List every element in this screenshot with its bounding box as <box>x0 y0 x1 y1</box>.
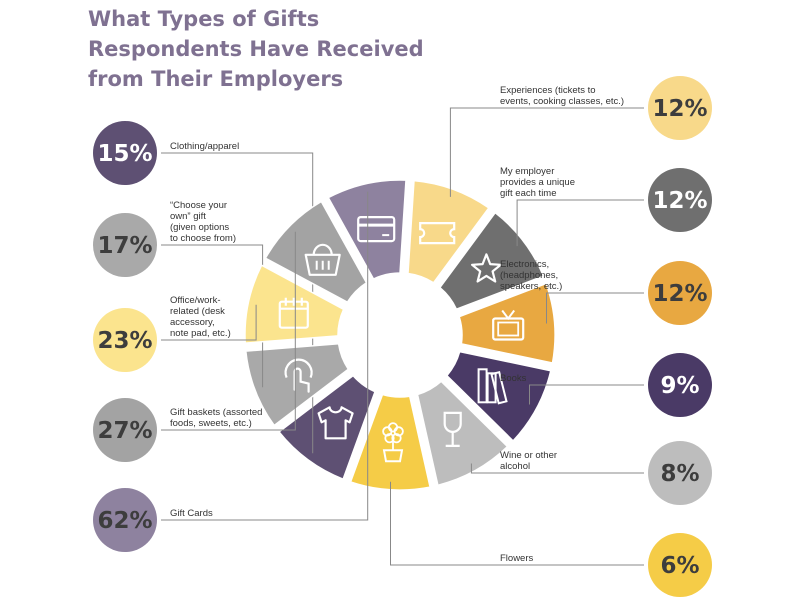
leader-line <box>390 481 644 566</box>
category-label: Electronics, <box>500 259 549 270</box>
ring-segment <box>277 374 376 481</box>
leader-line <box>470 463 644 474</box>
ring-segment <box>327 179 407 280</box>
category-label: Flowers <box>500 553 534 564</box>
percent-label: 9% <box>660 373 699 399</box>
category-label: (given options <box>170 222 229 233</box>
category-label: Books <box>500 373 527 384</box>
credit-card-icon <box>357 216 396 243</box>
percent-label: 12% <box>652 188 707 214</box>
category-label: own” gift <box>170 211 206 222</box>
category-label: alcohol <box>500 461 530 472</box>
percent-badge <box>648 261 712 325</box>
percent-badge <box>93 213 157 277</box>
ring-segment <box>264 200 368 304</box>
chart-title-line: What Types of Gifts <box>88 7 320 31</box>
percent-label: 8% <box>660 461 699 487</box>
percent-badge <box>648 533 712 597</box>
category-label: gift each time <box>500 188 557 199</box>
category-label: Clothing/apparel <box>170 141 239 152</box>
leader-line <box>161 191 369 521</box>
chart-title-line: from Their Employers <box>88 67 344 91</box>
leader-line <box>449 107 644 197</box>
ticket-icon <box>419 222 456 245</box>
percent-badge <box>648 76 712 140</box>
category-label: “Choose your <box>170 200 227 211</box>
percent-badge <box>648 441 712 505</box>
percent-badge <box>93 398 157 462</box>
percent-badge <box>93 488 157 552</box>
wine-glass-icon <box>443 411 462 447</box>
category-label: foods, sweets, etc.) <box>170 418 252 429</box>
percent-label: 62% <box>97 508 152 534</box>
category-label: Gift Cards <box>170 508 213 519</box>
chart-title-line: Respondents Have Received <box>88 37 424 61</box>
ring-segment <box>407 179 490 284</box>
percent-label: 23% <box>97 328 152 354</box>
flower-pot-icon <box>382 422 404 463</box>
percent-label: 12% <box>652 96 707 122</box>
star-icon <box>470 253 502 283</box>
percent-badge <box>648 353 712 417</box>
shirt-icon <box>317 406 354 440</box>
percent-label: 6% <box>660 553 699 579</box>
category-label: Wine or other <box>500 450 557 461</box>
percent-label: 12% <box>652 281 707 307</box>
percent-label: 15% <box>97 141 152 167</box>
hand-pointer-icon <box>284 358 313 393</box>
ring-segment <box>244 342 350 427</box>
category-label: accessory, <box>170 317 215 328</box>
ring-segment <box>416 380 509 487</box>
leader-line <box>529 384 644 405</box>
category-label: My employer <box>500 166 554 177</box>
category-label: provides a unique <box>500 177 575 188</box>
books-icon <box>477 368 508 405</box>
category-label: speakers, etc.) <box>500 281 562 292</box>
leader-line <box>516 199 644 247</box>
category-label: events, cooking classes, etc.) <box>500 96 624 107</box>
category-label: note pad, etc.) <box>170 328 231 339</box>
percent-badge <box>93 308 157 372</box>
basket-icon <box>304 243 341 276</box>
percent-badge <box>648 168 712 232</box>
percent-label: 17% <box>97 233 152 259</box>
chart-title: What Types of Gifts Respondents Have Rec… <box>88 4 424 94</box>
ring-segment <box>445 350 552 442</box>
percent-label: 27% <box>97 418 152 444</box>
tv-icon <box>492 309 525 341</box>
leader-line <box>546 292 644 324</box>
percent-badge <box>93 121 157 185</box>
category-label: related (desk <box>170 306 225 317</box>
category-label: (headphones, <box>500 270 558 281</box>
category-label: to choose from) <box>170 233 236 244</box>
leader-line <box>161 231 296 431</box>
category-label: Experiences (tickets to <box>500 85 596 96</box>
category-label: Office/work- <box>170 295 221 306</box>
calendar-icon <box>278 297 309 329</box>
category-label: Gift baskets (assorted <box>170 407 262 418</box>
leader-line <box>161 304 257 341</box>
